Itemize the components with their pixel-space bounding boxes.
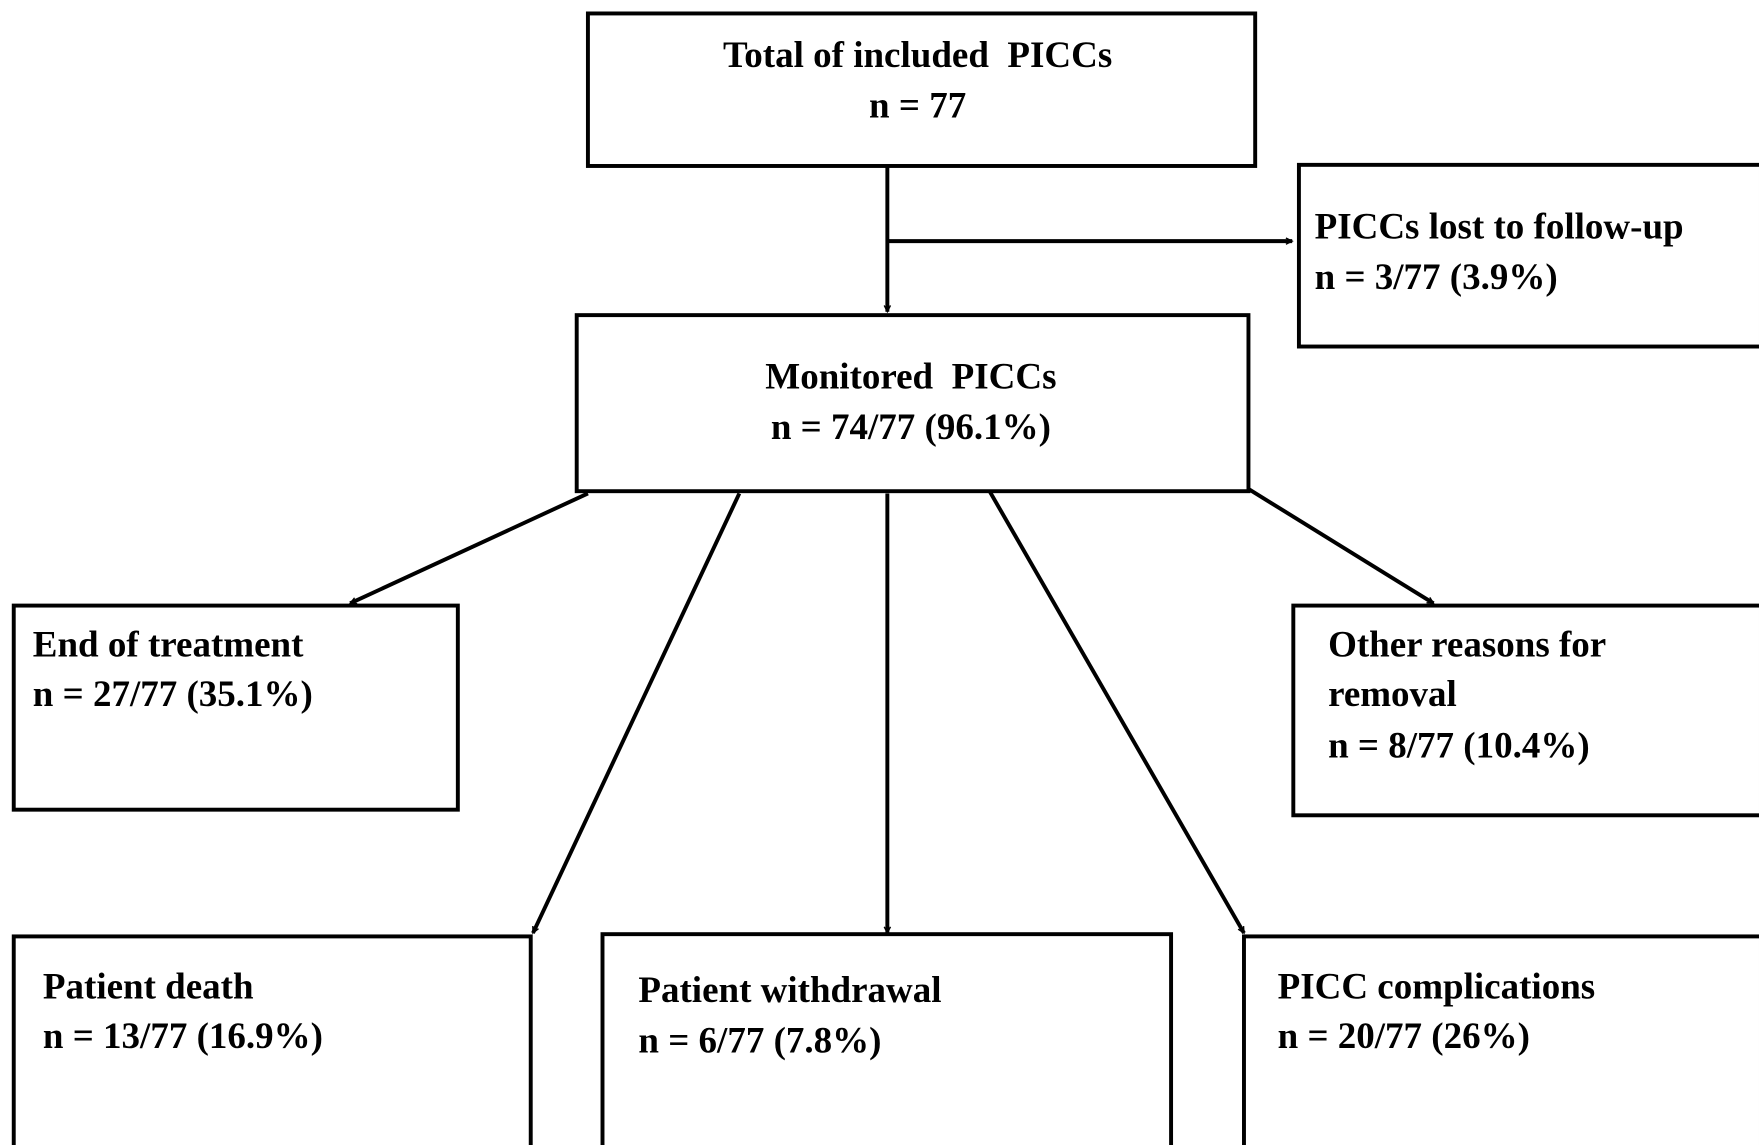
box — [1242, 934, 1759, 1145]
box-text: End of treatment — [33, 625, 304, 666]
box — [585, 11, 1258, 168]
box-text: n = 3/77 (3.9%) — [1315, 257, 1558, 298]
box-text: n = 74/77 (96.1%) — [771, 407, 1051, 448]
arrow — [531, 492, 742, 935]
box — [600, 932, 1174, 1145]
box-text: PICCs lost to follow-up — [1315, 206, 1684, 247]
box-text: n = 77 — [869, 85, 966, 126]
box-text: n = 20/77 (26%) — [1278, 1016, 1530, 1057]
box — [11, 934, 533, 1145]
box-text: removal — [1328, 674, 1457, 715]
box — [1291, 603, 1759, 818]
box-text: Other reasons for — [1328, 625, 1606, 666]
arrow — [986, 487, 1246, 935]
box-text: Patient withdrawal — [638, 970, 941, 1011]
box — [1296, 162, 1759, 349]
arrow — [1247, 487, 1435, 606]
box-text: Patient death — [43, 967, 254, 1008]
box-text: n = 13/77 (16.9%) — [43, 1016, 323, 1057]
box-text: n = 6/77 (7.8%) — [638, 1021, 881, 1062]
box-text: PICC complications — [1278, 967, 1596, 1008]
box — [11, 603, 460, 812]
box-text: n = 27/77 (35.1%) — [33, 674, 313, 715]
arrow — [348, 491, 589, 606]
arrows — [348, 165, 1435, 935]
box-text: Total of included PICCs — [723, 35, 1112, 76]
box-text: n = 8/77 (10.4%) — [1328, 726, 1590, 767]
box — [574, 313, 1251, 494]
box-text: Monitored PICCs — [765, 357, 1056, 398]
